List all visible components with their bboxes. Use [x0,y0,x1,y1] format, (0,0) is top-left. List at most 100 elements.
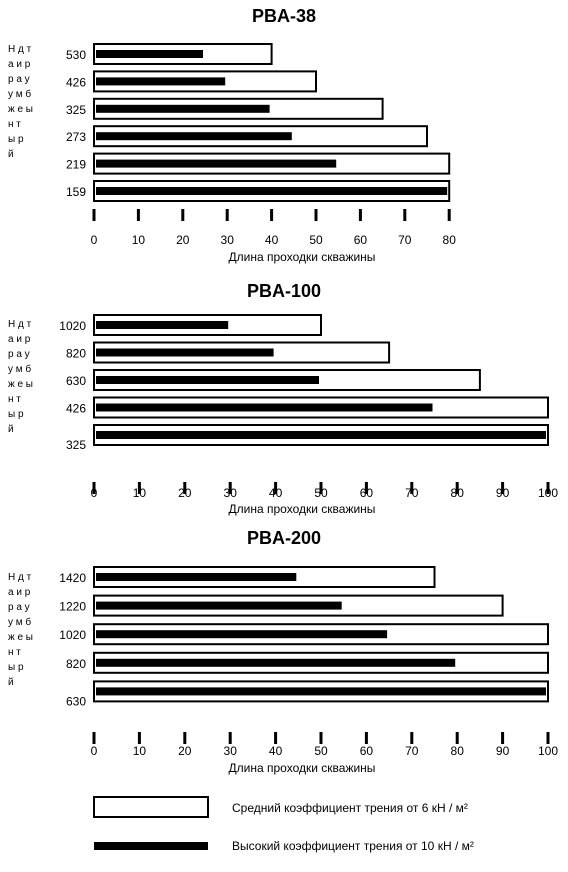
x-tick-mark [225,209,229,221]
x-tick-mark [92,732,96,744]
y-axis-label-row: р а у [8,349,30,360]
x-tick-label: 0 [91,233,98,247]
x-tick-label: 30 [221,233,235,247]
y-axis-label-row: ж е ы [8,104,33,115]
category-label: 159 [66,185,86,199]
chart-2: PBA-100 Н д т а и р р а у у м б ж е ы н т ы р й 1… [8,281,558,516]
chart-1: PBA-38 Н д т а и р р а у у м б ж е ы н т ы р й 53… [8,6,456,264]
x-tick-label: 60 [360,486,374,500]
category-label: 325 [66,103,86,117]
bar-high [96,159,337,168]
x-tick-mark [447,209,451,221]
x-tick-label: 30 [224,486,238,500]
x-tick-mark [410,732,414,744]
y-axis-label-row: а и р [8,334,31,345]
y-axis-label-row: у м б [8,616,31,628]
y-axis-label-row: ы р [8,662,24,673]
x-tick-mark [364,482,368,494]
x-tick-mark [546,732,550,744]
y-axis-label-row: Н д т [8,319,32,330]
category-label: 1420 [59,571,86,585]
x-tick-mark [364,732,368,744]
y-axis-label-row: у м б [8,88,31,100]
category-label: 630 [66,374,86,388]
y-axis-label-row: а и р [8,587,31,598]
category-label: 1020 [59,319,86,333]
x-tick-label: 50 [314,744,328,758]
x-tick-label: 60 [360,744,374,758]
category-label: 530 [66,48,86,62]
x-tick-label: 50 [309,233,323,247]
y-axis-label-row: й [8,424,14,435]
x-tick-mark [403,209,407,221]
legend-label-medium: Средний коэффициент трения от 6 кН / м² [232,801,468,815]
x-tick-mark [410,482,414,494]
y-axis-label-row: Н д т [8,572,32,583]
x-tick-mark [501,732,505,744]
x-tick-mark [228,732,232,744]
category-label: 426 [66,75,86,89]
x-tick-mark [455,732,459,744]
category-label: 426 [66,402,86,416]
x-tick-mark [314,209,318,221]
x-tick-label: 40 [265,233,279,247]
bar-high [96,431,546,439]
x-tick-label: 90 [496,486,510,500]
y-axis-label-row: ы р [8,409,24,420]
x-tick-label: 0 [91,486,98,500]
x-axis-label: Длина проходки скважины [229,761,376,775]
x-tick-label: 50 [314,486,328,500]
x-tick-label: 80 [451,744,465,758]
x-tick-mark [319,732,323,744]
y-axis-label-row: н т [8,119,21,130]
x-tick-mark [319,482,323,494]
bar-high [96,132,292,141]
bar-high [96,403,433,412]
legend-swatch-high [94,842,208,850]
y-axis-label-row: ж е ы [8,632,33,643]
y-axis-label-row: н т [8,647,21,658]
x-tick-mark [92,209,96,221]
x-tick-mark [137,482,141,494]
bar-high [96,658,456,667]
x-tick-mark [501,482,505,494]
x-tick-label: 20 [178,744,192,758]
x-tick-label: 90 [496,744,510,758]
x-tick-label: 20 [178,486,192,500]
x-tick-mark [181,209,185,221]
bar-high [96,601,342,610]
category-label: 820 [66,347,86,361]
category-label: 820 [66,657,86,671]
y-axis-label-row: р а у [8,602,30,613]
y-axis-label-row: Н д т [8,44,32,55]
x-tick-label: 70 [405,744,419,758]
category-label: 325 [66,438,86,452]
x-tick-label: 100 [538,486,558,500]
chart-title: PBA-200 [247,528,321,548]
y-axis-label-row: ж е ы [8,379,33,390]
category-label: 273 [66,130,86,144]
bar-high [96,630,388,639]
x-tick-label: 40 [269,744,283,758]
bar-high [96,376,319,384]
bar-high [96,573,297,581]
x-tick-mark [546,482,550,494]
x-tick-label: 70 [398,233,412,247]
y-axis-label-row: у м б [8,363,31,375]
x-tick-mark [455,482,459,494]
category-label: 1220 [59,600,86,614]
y-axis-label-row: а и р [8,59,31,70]
x-tick-label: 70 [405,486,419,500]
bar-high [96,687,546,696]
legend-swatch-medium [93,796,209,818]
x-tick-mark [274,482,278,494]
x-tick-label: 10 [132,233,146,247]
x-tick-label: 100 [538,744,558,758]
x-tick-label: 20 [176,233,190,247]
bar-high [96,348,274,357]
category-label: 219 [66,158,86,172]
x-tick-label: 10 [133,744,147,758]
y-axis-label-row: й [8,149,14,160]
y-axis-label-row: ы р [8,134,24,145]
